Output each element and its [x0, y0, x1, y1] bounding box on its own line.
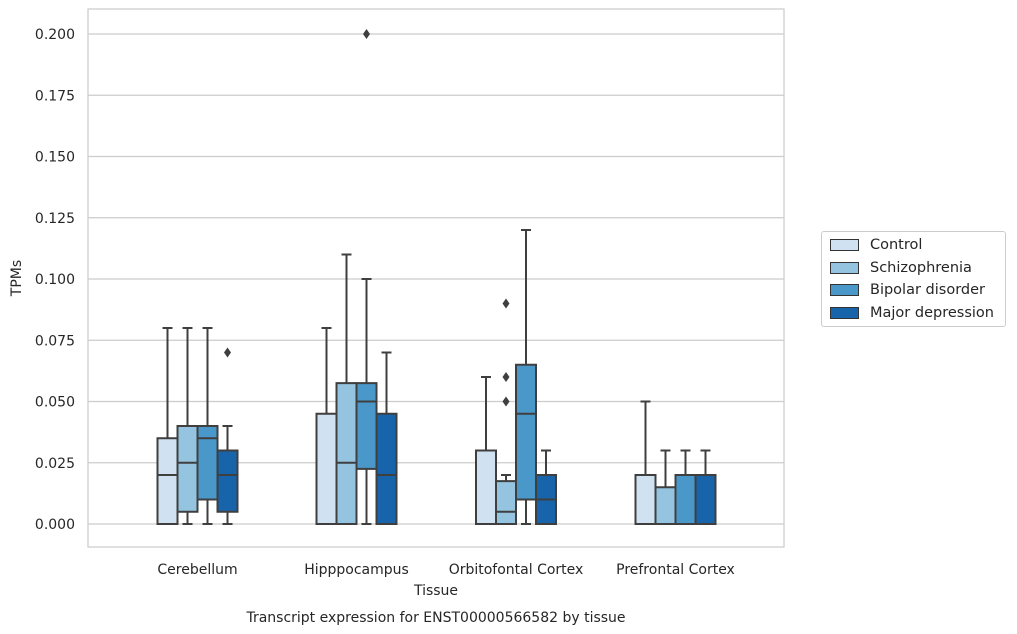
box-body — [375, 412, 398, 525]
legend-swatch — [830, 306, 859, 319]
y-tick-label: 0.075 — [35, 333, 75, 349]
x-tick-label: Prefrontal Cortex — [616, 562, 735, 578]
box-body — [634, 474, 657, 525]
y-tick-label: 0.050 — [35, 395, 75, 411]
plot-area-frame — [87, 8, 785, 548]
legend: Control Schizophrenia Bipolar disorder Majo… — [821, 231, 1006, 327]
outlier-point — [224, 347, 231, 358]
box — [495, 298, 517, 525]
legend-item: Bipolar disorder — [830, 280, 985, 300]
box-body — [216, 449, 239, 513]
box — [156, 327, 179, 525]
x-tick-labels: Cerebellum Hipppocampus Orbitofontal Corte… — [157, 562, 734, 578]
box-body — [495, 480, 517, 525]
box — [216, 347, 239, 525]
box — [355, 29, 378, 525]
y-tick-label: 0.025 — [35, 456, 75, 472]
box-body — [475, 449, 497, 525]
outlier-point — [363, 29, 370, 39]
legend-item: Major depression — [830, 303, 994, 323]
box — [694, 449, 717, 525]
y-tick-label: 0.100 — [35, 272, 75, 288]
box — [176, 327, 199, 525]
box — [475, 376, 497, 525]
box-body — [315, 412, 338, 525]
y-tick-label: 0.150 — [35, 150, 75, 166]
box — [535, 449, 557, 525]
y-tick-label: 0.175 — [35, 88, 75, 104]
legend-label: Major depression — [870, 304, 994, 321]
legend-item: Schizophrenia — [830, 258, 972, 278]
box — [654, 449, 677, 525]
legend-item: Control — [830, 235, 922, 255]
series-major-depression — [216, 347, 717, 525]
box-body — [654, 486, 677, 525]
box-body — [694, 474, 717, 525]
series-bipolar-disorder — [196, 29, 697, 525]
box — [674, 449, 697, 525]
x-tick-label: Orbitofontal Cortex — [449, 562, 584, 578]
box-body — [156, 437, 179, 525]
legend-swatch — [830, 239, 859, 251]
box-body — [335, 382, 358, 525]
series-control — [156, 327, 657, 525]
box — [335, 253, 358, 525]
box — [515, 229, 537, 525]
outlier-point — [502, 396, 510, 407]
x-tick-label: Hipppocampus — [304, 562, 409, 578]
y-tick-label: 0.125 — [35, 211, 75, 227]
box-body — [176, 425, 199, 513]
box — [315, 327, 338, 525]
y-tick-label: 0.200 — [35, 27, 75, 43]
series-schizophrenia — [176, 253, 677, 525]
outlier-point — [502, 298, 510, 309]
legend-swatch — [830, 261, 859, 274]
legend-swatch — [830, 284, 859, 296]
box — [196, 327, 219, 525]
box-body — [196, 425, 219, 501]
legend-label: Bipolar disorder — [870, 282, 985, 298]
outlier-point — [502, 372, 510, 382]
box-body — [515, 363, 537, 501]
y-tick-label: 0.000 — [35, 517, 75, 533]
chart-title: Transcript expression for ENST0000056658… — [245, 610, 625, 626]
x-tick-label: Cerebellum — [157, 562, 237, 578]
legend-label: Control — [870, 237, 923, 253]
x-axis-label: Tissue — [413, 583, 458, 599]
legend-label: Schizophrenia — [870, 259, 972, 276]
box-body — [355, 382, 378, 470]
box-series — [156, 29, 717, 525]
box-body — [674, 474, 697, 525]
y-tick-labels: 0.000 0.025 0.050 0.075 0.100 0.125 0.150 0.175… — [35, 27, 75, 533]
y-axis-label: TPMs — [9, 260, 25, 297]
box — [375, 351, 398, 525]
